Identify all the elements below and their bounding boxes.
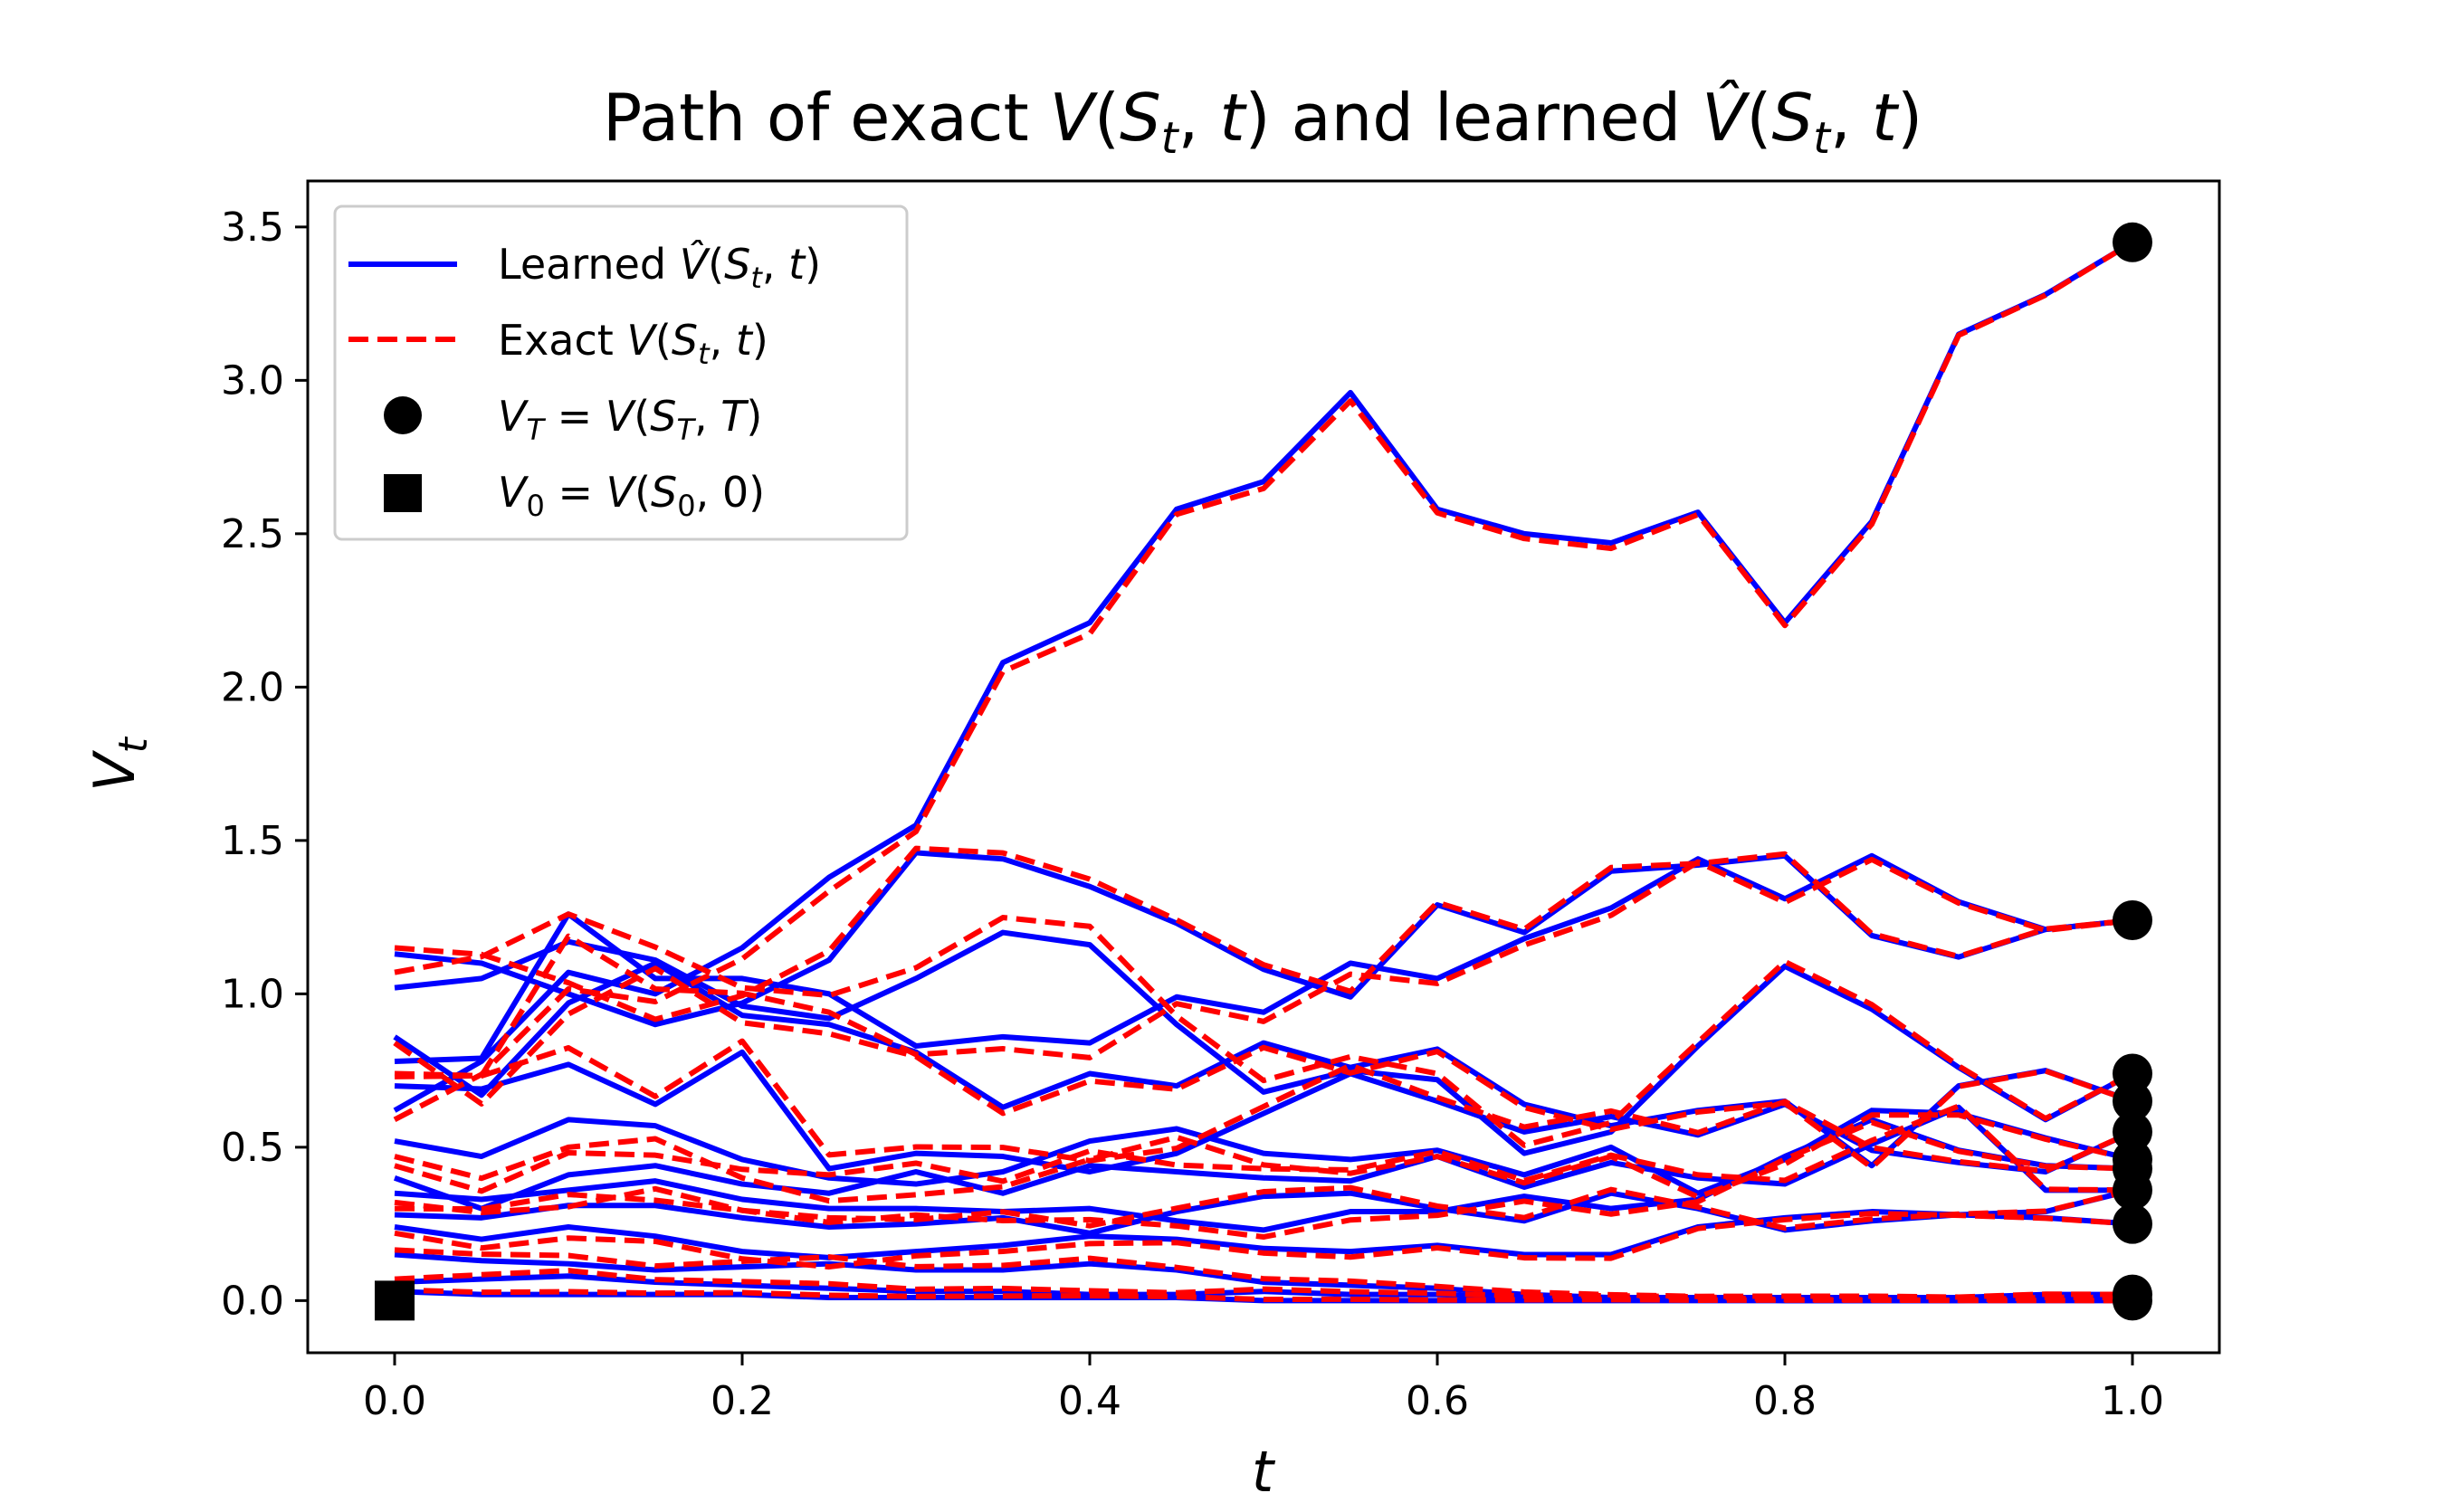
terminal-value-marker xyxy=(2113,1081,2152,1122)
legend-terminal-marker xyxy=(384,396,422,434)
x-axis-label: t xyxy=(1252,1439,1276,1505)
y-tick-label: 3.5 xyxy=(221,204,284,251)
terminal-value-marker xyxy=(2113,1148,2152,1189)
y-tick-label: 3.0 xyxy=(221,357,284,404)
exact-path-line xyxy=(394,1184,2133,1231)
exact-path-line xyxy=(394,911,2134,1148)
x-tick-label: 0.6 xyxy=(1406,1378,1469,1424)
exact-path-line xyxy=(394,1247,2133,1300)
exact-path-line xyxy=(394,856,2133,1079)
y-tick-label: 2.0 xyxy=(221,664,284,710)
exact-path-line xyxy=(394,1119,2133,1241)
exact-path-line xyxy=(394,845,2133,1022)
x-tick-label: 1.0 xyxy=(2101,1378,2164,1424)
plot-frame xyxy=(306,179,2221,1355)
plot-lines xyxy=(393,240,2134,1304)
terminal-value-marker xyxy=(2113,1203,2152,1244)
exact-path-line xyxy=(394,1112,2133,1204)
y-tick-label: 1.5 xyxy=(221,818,284,864)
legend-initial-label: V0 = V(S0, 0) xyxy=(498,468,765,523)
initial-value-marker xyxy=(375,1280,415,1321)
legend: Learned V̂(St, t) Exact V(St, t) VT = V(… xyxy=(333,204,909,541)
exact-path-line xyxy=(394,1103,2133,1194)
exact-path-line xyxy=(393,965,2133,1171)
learned-path-line xyxy=(394,1104,2132,1212)
x-tick-label: 0.4 xyxy=(1058,1378,1121,1424)
learned-path-line xyxy=(394,1049,2134,1174)
y-tick-label: 0.0 xyxy=(221,1278,284,1324)
y-axis: 0.0 0.5 1.0 1.5 2.0 2.5 3.0 3.5 xyxy=(221,204,308,1324)
plot-markers xyxy=(375,222,2152,1321)
x-axis: 0.0 0.2 0.4 0.6 0.8 1.0 xyxy=(363,1353,2164,1424)
exact-path-line xyxy=(394,1287,2133,1304)
chart-title: Path of exact V(St, t) and learned V̂(St… xyxy=(603,80,1922,164)
exact-path-line xyxy=(393,240,2134,1123)
learned-path-line xyxy=(394,929,2134,1156)
legend-box xyxy=(333,204,909,541)
y-tick-label: 0.5 xyxy=(221,1125,284,1171)
legend-initial-marker xyxy=(384,474,422,512)
legend-exact-label: Exact V(St, t) xyxy=(498,316,768,371)
terminal-value-marker xyxy=(2113,900,2152,941)
x-tick-label: 0.0 xyxy=(363,1378,426,1424)
y-tick-label: 2.5 xyxy=(221,511,284,557)
y-axis-label: Vt xyxy=(81,736,157,791)
legend-learned-label: Learned V̂(St, t) xyxy=(498,240,821,295)
exact-path-line xyxy=(394,1038,2134,1174)
terminal-value-marker xyxy=(2113,222,2152,262)
y-tick-label: 1.0 xyxy=(221,971,284,1017)
exact-path-line xyxy=(394,1211,2133,1270)
terminal-value-marker xyxy=(2113,1053,2152,1094)
x-tick-label: 0.8 xyxy=(1753,1378,1817,1424)
learned-path-line xyxy=(394,1108,2133,1196)
terminal-value-marker xyxy=(2113,1111,2152,1152)
x-tick-label: 0.2 xyxy=(711,1378,774,1424)
terminal-value-marker xyxy=(2113,1280,2152,1321)
legend-terminal-label: VT = V(ST, T) xyxy=(498,392,762,447)
